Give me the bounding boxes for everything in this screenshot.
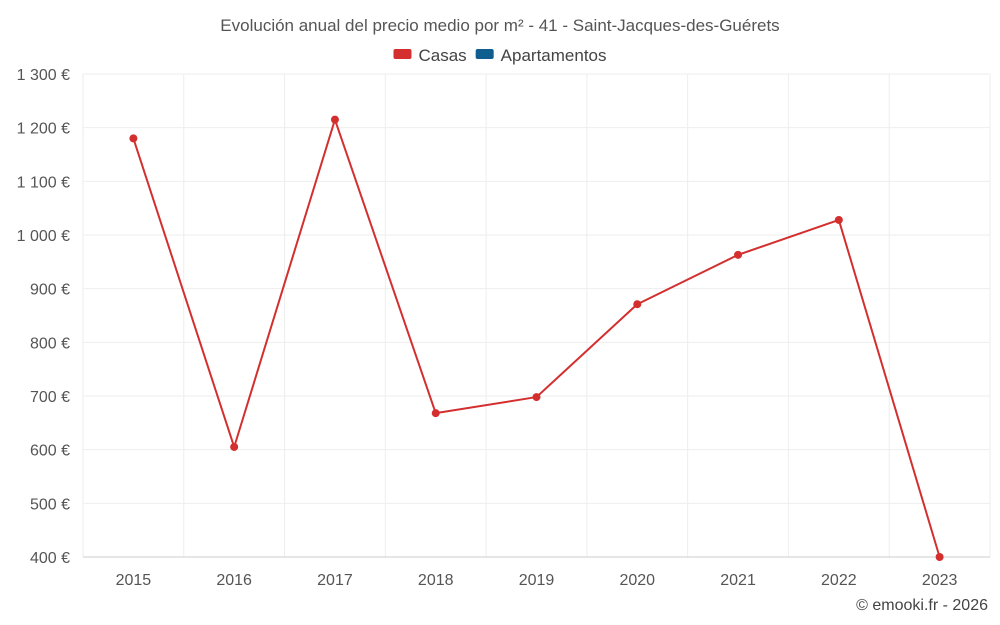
data-point[interactable]: [129, 134, 138, 143]
y-tick-label: 1 100 €: [17, 174, 70, 191]
y-tick-label: 900 €: [30, 282, 70, 299]
y-tick-label: 1 000 €: [17, 228, 70, 245]
data-point[interactable]: [935, 553, 944, 561]
series-layer: [129, 115, 944, 561]
credit-text: © emooki.fr - 2026: [856, 597, 988, 614]
x-tick-label: 2021: [720, 572, 756, 589]
series-line: [132, 118, 941, 558]
x-tick-label: 2018: [418, 572, 454, 589]
legend-swatch[interactable]: [393, 49, 412, 59]
y-tick-label: 600 €: [30, 443, 70, 460]
x-tick-label: 2022: [821, 572, 857, 589]
grid: [82, 73, 991, 558]
y-axis-ticks: 400 € 500 € 600 € 700 € 800 € 900 € 1 000 € 1 1…: [17, 67, 70, 567]
x-tick-label: 2023: [922, 572, 958, 589]
x-tick-label: 2017: [317, 572, 353, 589]
data-point[interactable]: [734, 250, 743, 259]
legend-label[interactable]: Apartamentos: [501, 46, 607, 65]
data-point[interactable]: [330, 115, 339, 124]
y-tick-label: 500 €: [30, 496, 70, 513]
y-tick-label: 400 €: [30, 550, 70, 567]
legend-swatch[interactable]: [475, 49, 494, 59]
data-point[interactable]: [532, 393, 541, 402]
x-tick-label: 2019: [519, 572, 555, 589]
legend: Casas Apartamentos: [393, 46, 607, 65]
data-point[interactable]: [834, 215, 843, 224]
x-axis-ticks: 2015 2016 2017 2018 2019 2020 2021 2022 2023: [116, 572, 958, 589]
y-tick-label: 700 €: [30, 389, 70, 406]
chart-title: Evolución anual del precio medio por m² …: [220, 16, 779, 35]
y-tick-label: 1 200 €: [17, 121, 70, 138]
y-tick-label: 800 €: [30, 335, 70, 352]
legend-label[interactable]: Casas: [418, 46, 466, 65]
x-tick-label: 2015: [116, 572, 152, 589]
x-tick-label: 2020: [619, 572, 655, 589]
data-point[interactable]: [431, 409, 440, 418]
data-point[interactable]: [633, 300, 642, 309]
y-tick-label: 1 300 €: [17, 67, 70, 84]
x-tick-label: 2016: [216, 572, 252, 589]
data-point[interactable]: [230, 442, 239, 451]
